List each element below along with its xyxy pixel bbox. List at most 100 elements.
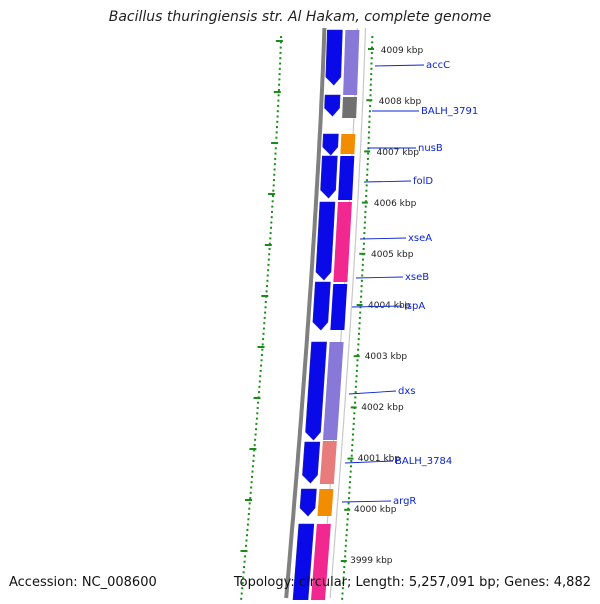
scale-dot-left xyxy=(277,99,280,102)
scale-dot-right xyxy=(368,131,370,134)
scale-dot-right xyxy=(352,433,354,436)
scale-dot-right xyxy=(362,258,364,261)
scale-dot-left xyxy=(274,152,277,155)
scale-dot-right xyxy=(370,73,373,76)
scale-dot-right xyxy=(360,290,363,293)
scale-dot-right xyxy=(353,412,356,415)
scale-dot-right xyxy=(369,83,372,86)
scale-dot-right xyxy=(366,173,369,176)
scale-dot-right xyxy=(365,179,368,182)
scale-dot-left xyxy=(280,36,283,38)
scale-dot-left xyxy=(277,104,280,107)
scale-dot-right xyxy=(353,417,355,420)
scale-dot-left xyxy=(251,470,254,473)
scale-dot-left xyxy=(256,412,259,415)
scale-major-tick-right xyxy=(347,457,354,460)
scale-dot-left xyxy=(260,364,263,367)
scale-dot-left xyxy=(247,513,250,515)
scale-dot-right xyxy=(368,126,371,129)
scale-dot-left xyxy=(269,237,272,240)
scale-dot-left xyxy=(268,242,271,245)
scale-dot-right xyxy=(358,316,361,319)
scale-dot-left xyxy=(254,438,257,441)
scale-dot-right xyxy=(363,221,366,224)
scale-dot-left xyxy=(259,369,262,372)
scale-dot-left xyxy=(277,94,280,97)
cds-forward-3 xyxy=(320,155,338,199)
scale-dot-right xyxy=(349,481,351,484)
scale-major-tick-right xyxy=(359,252,366,255)
cds-forward-6 xyxy=(305,341,327,441)
scale-dot-right xyxy=(354,385,357,388)
cds-forward-1 xyxy=(324,94,341,117)
scale-dot-right xyxy=(354,401,356,404)
scale-dot-left xyxy=(276,110,279,113)
cog-block-5 xyxy=(330,284,348,330)
scale-dot-right xyxy=(351,444,354,447)
scale-dot-left xyxy=(255,422,258,425)
scale-dot-right xyxy=(360,295,363,298)
scale-dot-right xyxy=(342,581,345,584)
scale-dot-left xyxy=(267,269,270,272)
scale-dot-left xyxy=(266,274,269,277)
scale-dot-right xyxy=(352,422,355,425)
scale-dot-right xyxy=(365,195,368,197)
scale-dot-right xyxy=(370,62,373,65)
scale-dot-right xyxy=(349,470,352,473)
scale-dot-left xyxy=(241,581,244,584)
gene-label-dxs: dxs xyxy=(398,386,415,397)
scale-dot-right xyxy=(347,507,350,510)
scale-dot-left xyxy=(279,57,282,60)
scale-dot-right xyxy=(352,428,355,431)
cog-block-1 xyxy=(342,97,358,118)
scale-major-tick-right xyxy=(366,99,373,102)
scale-dot-right xyxy=(347,502,350,505)
scale-dot-right xyxy=(361,269,364,272)
scale-dot-right xyxy=(344,550,347,553)
scale-dot-left xyxy=(240,592,243,595)
scale-dot-right xyxy=(342,576,345,579)
scale-dot-right xyxy=(363,232,366,235)
scale-dot-right xyxy=(343,571,345,574)
scale-dot-left xyxy=(260,359,263,362)
scale-major-tick-left xyxy=(264,244,272,246)
scale-dot-right xyxy=(354,391,357,394)
scale-major-tick-left xyxy=(275,40,283,42)
scale-dot-right xyxy=(341,597,344,600)
scale-dot-left xyxy=(278,73,281,76)
gene-leader-line-7 xyxy=(348,390,397,395)
gene-leader-line-4 xyxy=(359,237,407,240)
scale-dot-right xyxy=(346,513,349,515)
scale-dot-left xyxy=(258,391,260,394)
scale-dot-right xyxy=(361,263,364,266)
scale-dot-left xyxy=(256,407,259,409)
cog-block-7 xyxy=(319,441,337,484)
scale-dot-left xyxy=(250,481,253,484)
scale-dot-left xyxy=(278,67,281,70)
scale-dot-right xyxy=(346,518,349,521)
scale-dot-left xyxy=(266,279,269,282)
scale-major-tick-right xyxy=(364,150,371,153)
scale-dot-right xyxy=(355,369,358,372)
backbone-line xyxy=(284,27,327,599)
scale-dot-right xyxy=(364,205,367,208)
cds-forward-4 xyxy=(315,201,336,281)
gene-label-folD: folD xyxy=(413,176,433,187)
scale-dot-left xyxy=(255,428,257,431)
scale-dot-left xyxy=(265,290,268,293)
scale-dot-left xyxy=(270,221,273,224)
scale-dot-right xyxy=(365,184,368,187)
scale-major-tick-right xyxy=(361,201,368,204)
gene-label-BALH_3791: BALH_3791 xyxy=(421,106,478,117)
scale-major-tick-left xyxy=(273,91,281,93)
scale-dot-right xyxy=(364,210,367,213)
scale-dot-right xyxy=(369,94,372,97)
scale-dot-left xyxy=(267,263,270,266)
scale-dot-left xyxy=(246,528,249,531)
scale-dot-left xyxy=(274,147,277,150)
scale-dot-right xyxy=(362,242,365,245)
scale-dot-right xyxy=(359,301,362,303)
gene-label-xseA: xseA xyxy=(408,233,432,244)
